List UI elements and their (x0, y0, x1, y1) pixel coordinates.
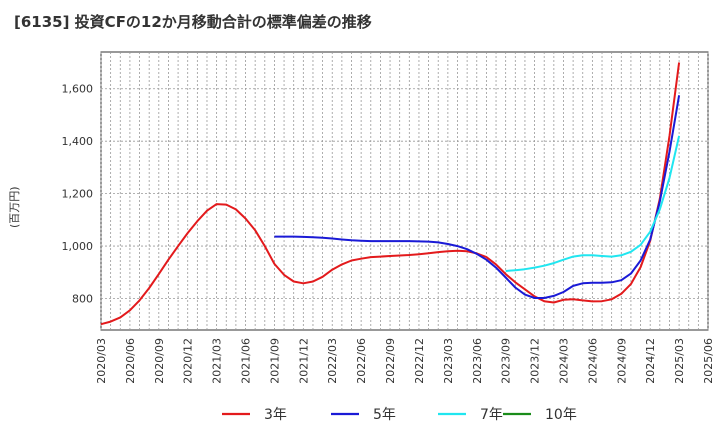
chart-title: [6135] 投資CFの12か月移動合計の標準偏差の推移 (14, 13, 372, 31)
x-tick-label: 2024/03 (557, 338, 570, 384)
series-line (505, 135, 681, 272)
legend-label: 3年 (264, 407, 287, 423)
x-tick-label: 2020/09 (153, 338, 166, 384)
x-tick-label: 2021/09 (268, 338, 281, 384)
x-tick-label: 2025/03 (673, 338, 686, 384)
y-tick-label: 1,400 (62, 135, 94, 148)
x-tick-label: 2022/06 (355, 338, 368, 384)
x-tick-label: 2021/06 (240, 338, 253, 384)
x-tick-label: 2022/09 (384, 338, 397, 384)
grid-lines (100, 52, 709, 330)
x-tick-label: 2021/03 (211, 338, 224, 384)
x-tick-label: 2024/12 (644, 338, 657, 384)
x-tick-label: 2020/12 (182, 338, 195, 384)
y-axis-ticks: 800 1,000 1,200 1,400 1,600 (62, 83, 94, 306)
legend-label: 7年 (480, 407, 503, 423)
legend: 3年 5年 7年 10年 (222, 407, 577, 423)
x-tick-label: 2021/12 (297, 338, 310, 384)
legend-item: 7年 (438, 407, 503, 423)
x-tick-label: 2023/12 (529, 338, 542, 384)
y-tick-label: 1,600 (62, 83, 94, 96)
legend-item: 10年 (503, 407, 577, 423)
series-line (100, 62, 681, 326)
y-tick-label: 1,200 (62, 188, 94, 201)
x-tick-label: 2024/06 (586, 338, 599, 384)
legend-item: 3年 (222, 407, 287, 423)
x-tick-label: 2022/12 (413, 338, 426, 384)
legend-item: 5年 (331, 407, 396, 423)
y-tick-label: 800 (72, 293, 93, 306)
x-tick-label: 2024/09 (615, 338, 628, 384)
x-tick-label: 2022/03 (326, 338, 339, 384)
x-tick-label: 2023/03 (442, 338, 455, 384)
x-tick-label: 2020/06 (124, 338, 137, 384)
legend-label: 5年 (373, 407, 396, 423)
x-tick-label: 2023/06 (471, 338, 484, 384)
series-line (274, 95, 681, 299)
x-tick-label: 2023/09 (500, 338, 513, 384)
series-lines (100, 62, 681, 326)
x-tick-label: 2020/03 (95, 338, 108, 384)
y-tick-label: 1,000 (62, 240, 94, 253)
x-tick-label: 2025/06 (702, 338, 715, 384)
x-axis-ticks: 2020/03 2020/06 2020/09 2020/12 2021/03 2021/… (95, 338, 715, 384)
plot-area (100, 51, 709, 331)
legend-label: 10年 (545, 407, 577, 423)
